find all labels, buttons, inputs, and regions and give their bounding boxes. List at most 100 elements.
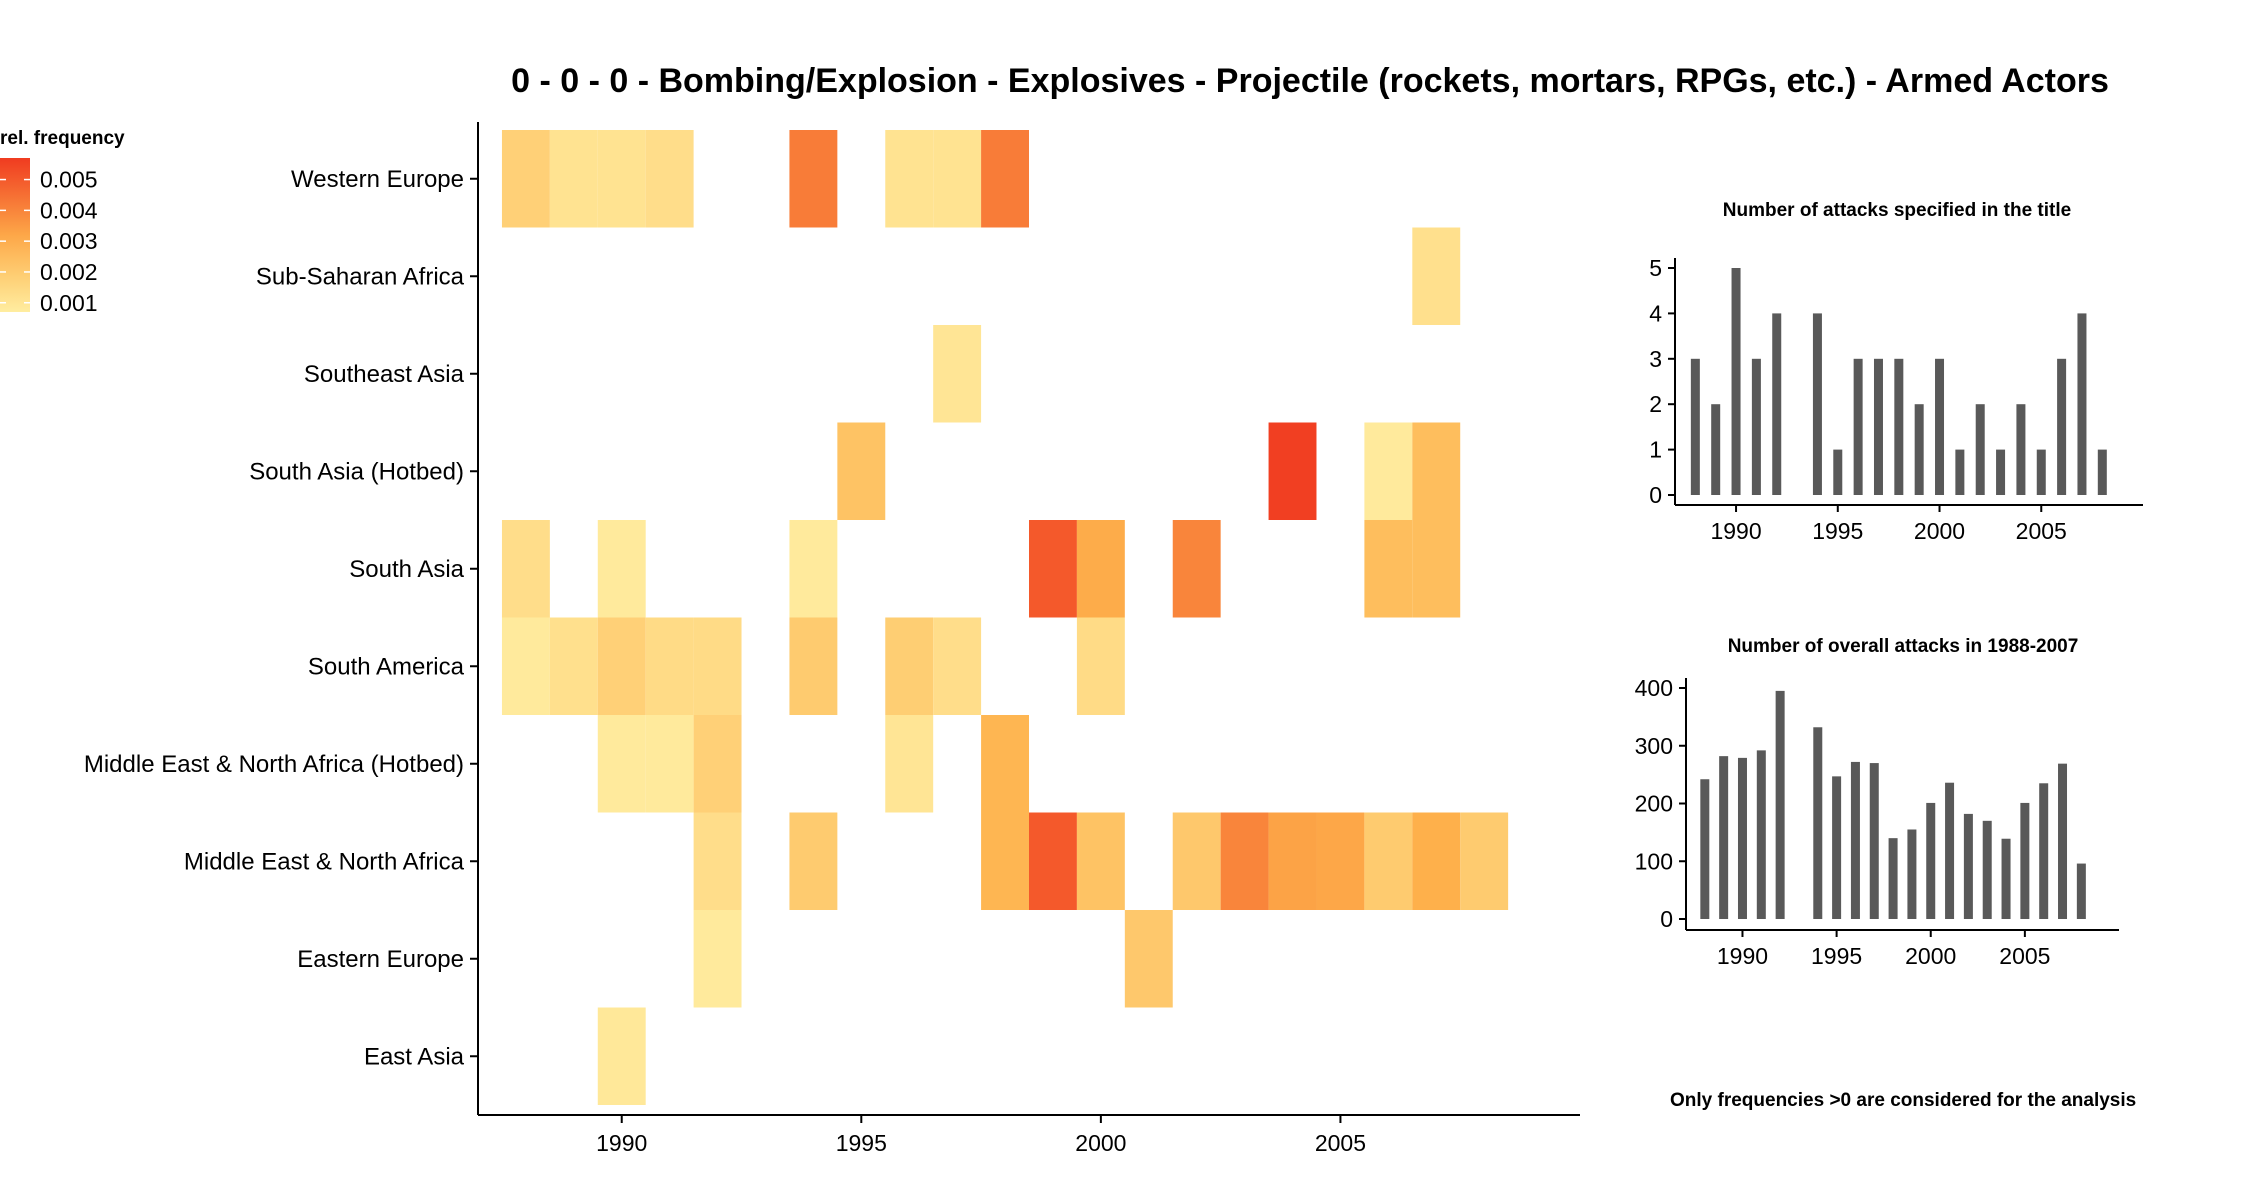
heatmap-cell <box>501 520 550 618</box>
heatmap-cell <box>1268 422 1317 520</box>
bar <box>2097 449 2107 495</box>
bar <box>1996 449 2006 495</box>
heatmap-cell <box>693 715 742 813</box>
bar <box>1719 756 1729 919</box>
bar <box>1888 838 1898 919</box>
heatmap-cell <box>1364 812 1413 910</box>
bar <box>1812 313 1822 495</box>
heatmap-cell <box>645 617 694 715</box>
heatmap-cell <box>1124 910 1173 1008</box>
heatmap-cell <box>597 715 646 813</box>
heatmap-cell <box>789 520 838 618</box>
heatmap-cell <box>1412 812 1461 910</box>
bar <box>1914 404 1924 495</box>
heatmap-cell <box>933 325 982 423</box>
heatmap-cell <box>549 130 598 228</box>
row-label: Middle East & North Africa <box>184 848 465 875</box>
bar <box>1894 358 1904 495</box>
row-label: Eastern Europe <box>297 946 464 973</box>
row-label: Sub-Saharan Africa <box>256 263 465 290</box>
heatmap-cell <box>933 617 982 715</box>
y-tick-label: 200 <box>1635 791 1673 817</box>
heatmap-cell <box>1076 812 1125 910</box>
bar <box>1982 820 1992 919</box>
row-label: South Asia <box>349 556 464 583</box>
y-tick-label: 0 <box>1649 482 1662 508</box>
x-tick-label: 1995 <box>1812 518 1863 544</box>
heatmap-cell <box>789 812 838 910</box>
bar <box>1832 776 1842 919</box>
heatmap-cell <box>693 812 742 910</box>
heatmap-cell <box>1412 422 1461 520</box>
x-tick-label: 1990 <box>1710 518 1761 544</box>
heatmap-cell <box>981 715 1029 813</box>
bar <box>1700 779 1710 919</box>
y-tick-label: 100 <box>1635 848 1673 874</box>
heatmap-cell <box>1412 520 1461 618</box>
bar <box>2076 863 2086 919</box>
footnote: Only frequencies >0 are considered for t… <box>1670 1090 2137 1111</box>
heatmap-cell <box>1412 227 1461 325</box>
heatmap-cell <box>597 617 646 715</box>
y-tick-label: 4 <box>1649 300 1662 326</box>
bar <box>1850 761 1860 919</box>
legend-title: rel. frequency <box>0 128 125 149</box>
heatmap-cell <box>1029 520 1077 618</box>
color-legend: 0.005 0.004 0.003 0.002 0.001 <box>0 158 98 316</box>
row-label: East Asia <box>364 1043 465 1070</box>
bar <box>1711 404 1721 495</box>
heatmap-cell <box>885 130 934 228</box>
row-label: South America <box>308 653 465 680</box>
y-tick-label: 300 <box>1635 733 1673 759</box>
y-tick-label: 5 <box>1649 255 1662 281</box>
bar <box>1955 449 1965 495</box>
bar <box>2001 838 2011 919</box>
heatmap-cell <box>837 422 886 520</box>
bar <box>2058 763 2068 919</box>
bar <box>1833 449 1843 495</box>
bar <box>2016 404 2026 495</box>
heatmap-cell <box>789 617 838 715</box>
bar <box>1873 358 1883 495</box>
row-label: Western Europe <box>291 166 464 193</box>
heatmap-cell <box>597 1007 646 1105</box>
heatmap-cell <box>1460 812 1509 910</box>
heatmap-cell <box>501 130 550 228</box>
x-tick-label: 1995 <box>1811 943 1862 969</box>
heatmap-cell <box>1268 812 1317 910</box>
bar <box>1772 313 1782 495</box>
heatmap-cell <box>597 520 646 618</box>
bar <box>2077 313 2087 495</box>
bar <box>1853 358 1863 495</box>
x-tick-label: 1990 <box>596 1130 647 1156</box>
heatmap-cell <box>645 130 694 228</box>
bar <box>1731 268 1741 495</box>
row-label: South Asia (Hotbed) <box>249 458 464 485</box>
row-label: Middle East & North Africa (Hotbed) <box>84 751 464 778</box>
x-tick-label: 1990 <box>1717 943 1768 969</box>
heatmap-cell <box>1364 422 1413 520</box>
heatmap-cell <box>1029 812 1077 910</box>
x-tick-label: 2005 <box>2016 518 2067 544</box>
bar <box>1690 358 1700 495</box>
heatmap-cell <box>885 715 934 813</box>
heatmap-cell <box>645 715 694 813</box>
y-tick-label: 1 <box>1649 437 1662 463</box>
bar <box>2057 358 2067 495</box>
heatmap: Western Europe Sub-Saharan Africa Southeas… <box>84 122 1580 1156</box>
bar <box>1737 757 1747 919</box>
y-tick-label: 0 <box>1660 906 1673 932</box>
x-tick-label: 2000 <box>1914 518 1965 544</box>
heatmap-cell <box>789 130 838 228</box>
heatmap-cell <box>933 130 982 228</box>
legend-tick-label: 0.002 <box>40 259 98 285</box>
legend-tick-label: 0.004 <box>40 197 98 223</box>
heatmap-cell <box>981 130 1029 228</box>
bar-chart-title: Number of attacks specified in the title <box>1723 200 2071 221</box>
heatmap-cell <box>1220 812 1269 910</box>
bar <box>1907 829 1917 919</box>
bar <box>1926 802 1936 919</box>
legend-tick-label: 0.001 <box>40 290 98 316</box>
heatmap-cell <box>1076 617 1125 715</box>
